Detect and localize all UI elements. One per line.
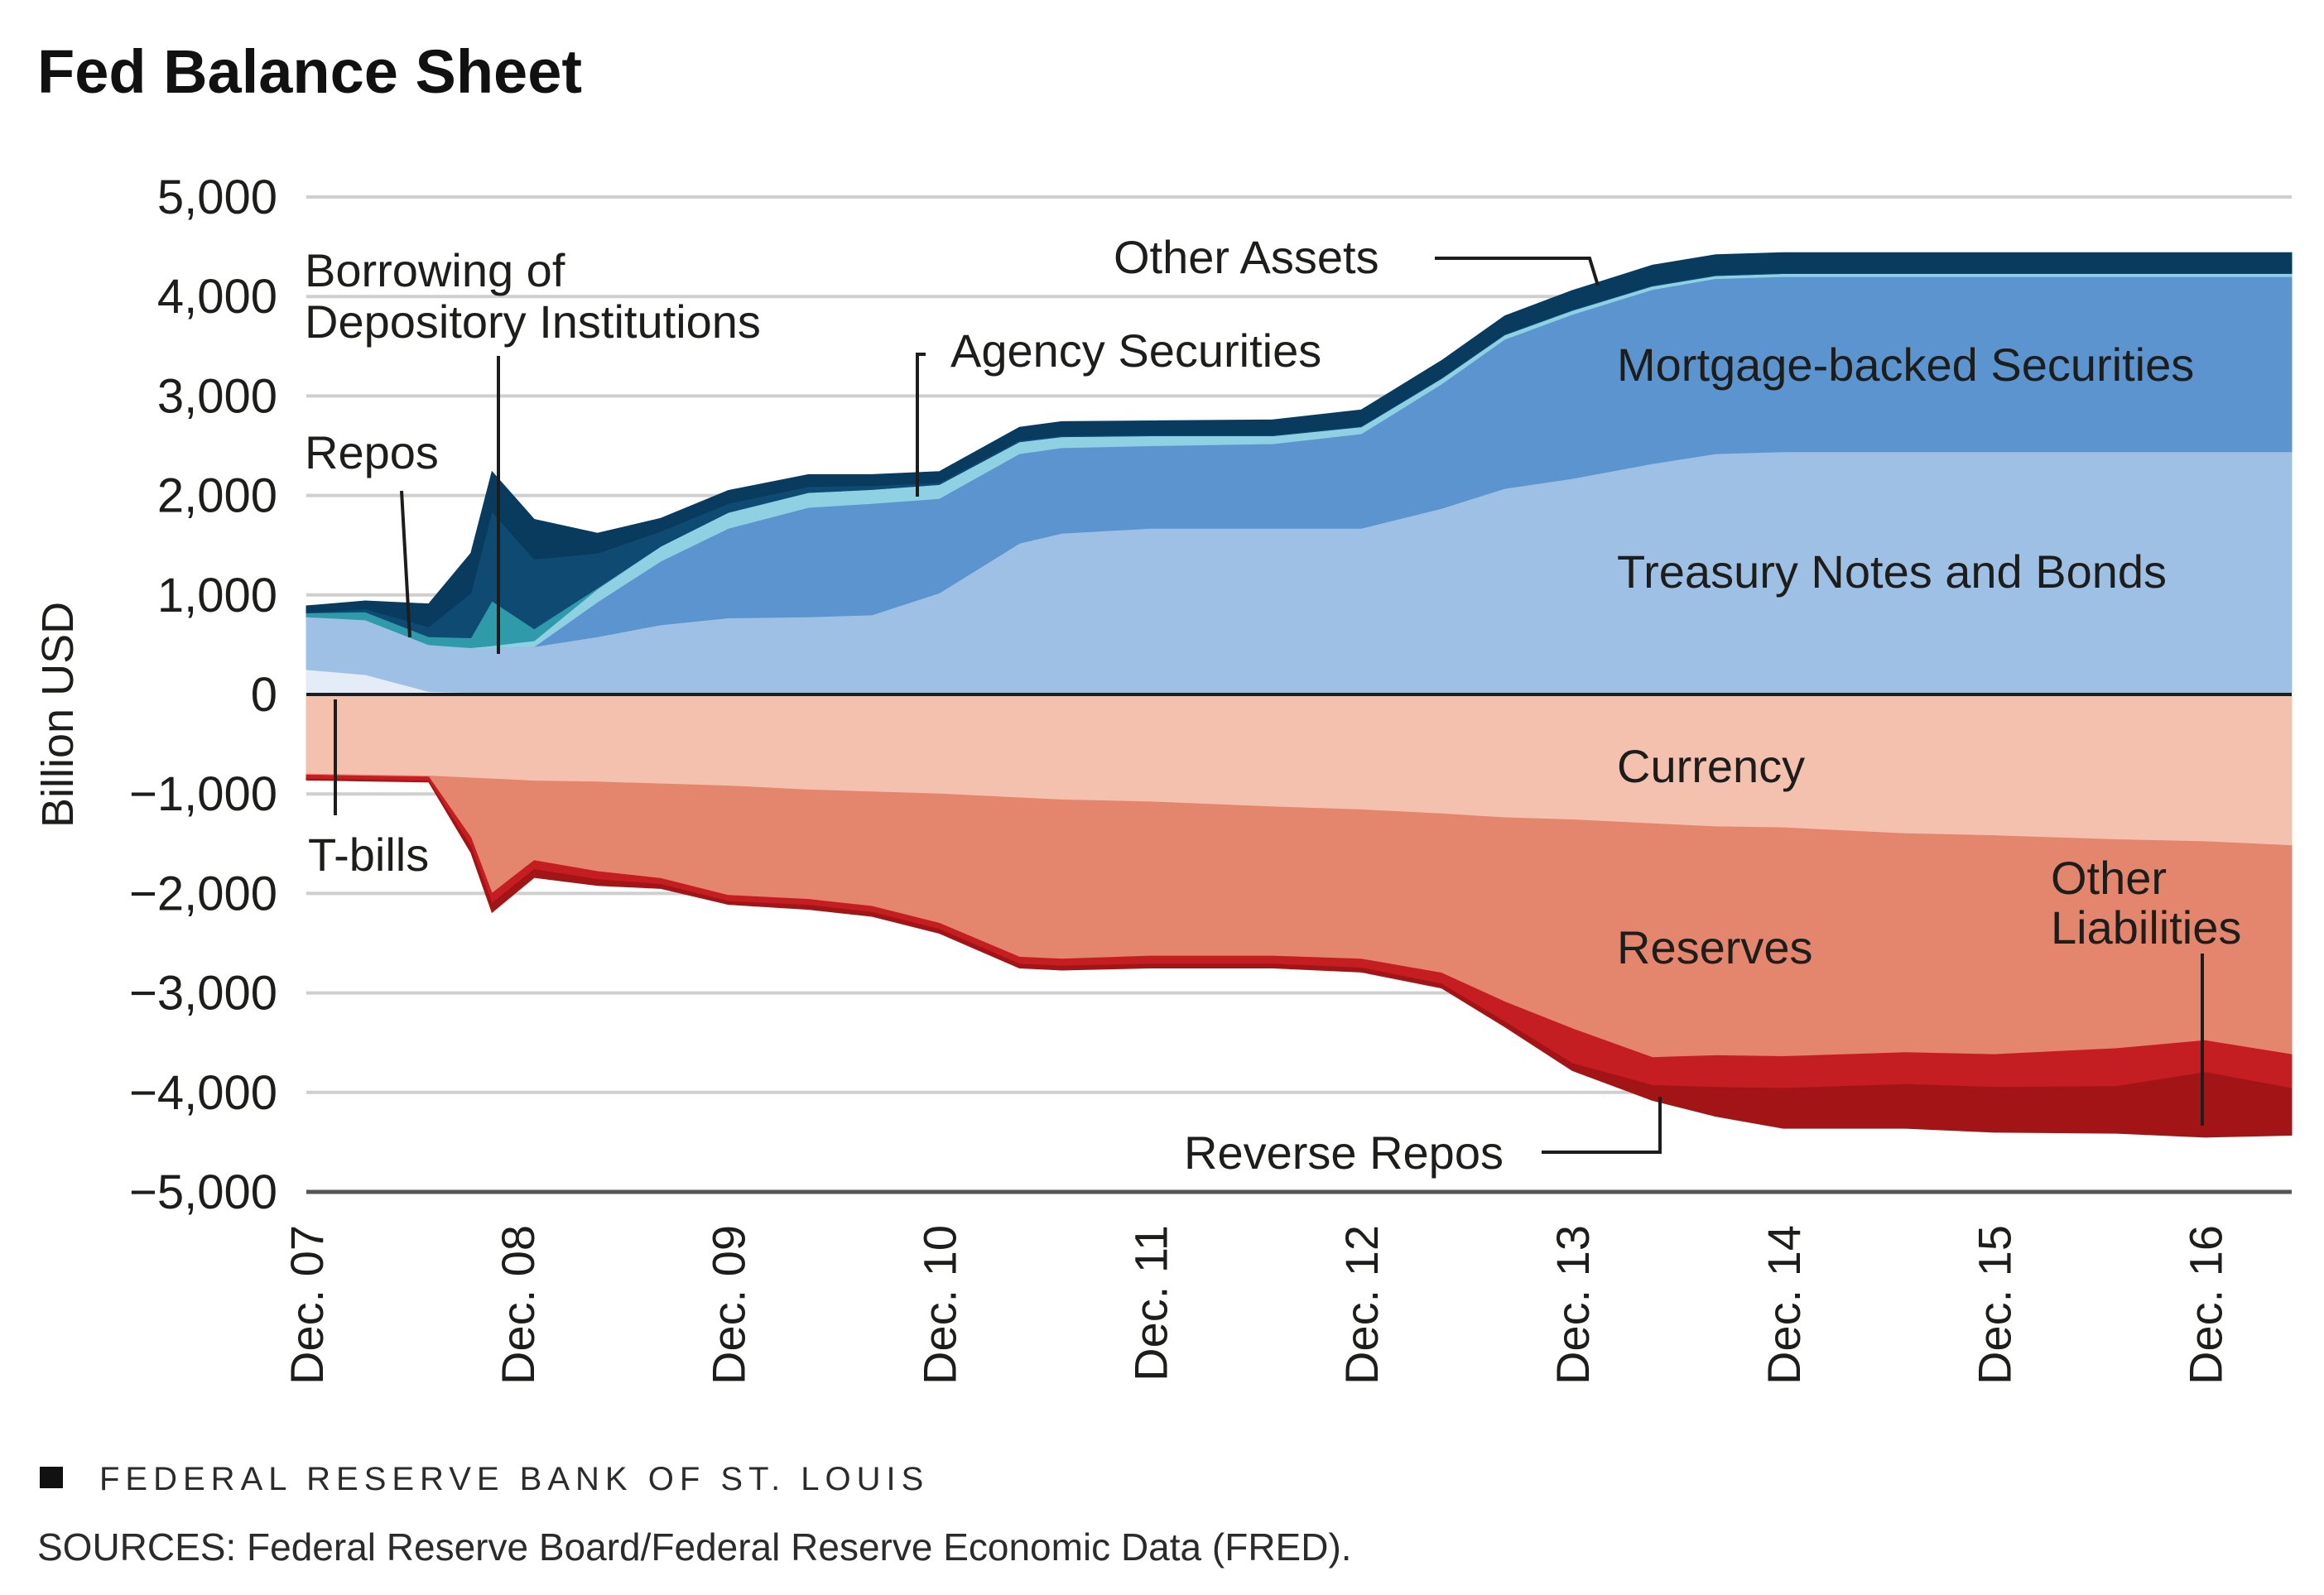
publisher-marker [40,1467,63,1488]
y-tick-label-10: −5,000 [129,1165,277,1219]
assets-areas [306,252,2293,695]
annotation-repos: Repos [305,426,439,478]
chart-title: Fed Balance Sheet [37,37,582,106]
y-axis-label: Billion USD [33,602,83,828]
x-tick-label-3: Dec. 10 [914,1225,966,1385]
leader-agency-securities [916,353,926,497]
y-tick-label-8: −3,000 [129,967,277,1021]
annotation-treasury-notes: Treasury Notes and Bonds [1617,545,2167,598]
asset-area-other-assets [306,252,2293,627]
x-tick-label-4: Dec. 11 [1124,1225,1176,1381]
y-tick-label-6: −1,000 [129,767,277,821]
y-tick-label-3: 2,000 [157,469,277,523]
publisher-label: FEDERAL RESERVE BANK OF ST. LOUIS [99,1461,929,1497]
annotation-reserves: Reserves [1617,921,1813,973]
sources-label: SOURCES: Federal Reserve Board/Federal R… [37,1525,1352,1569]
x-axis-ticks: Dec. 07 Dec. 08 Dec. 09 Dec. 10 Dec. 11 Dec. … [281,1225,2232,1385]
x-tick-label-7: Dec. 14 [1758,1225,1810,1385]
y-tick-label-1: 4,000 [157,270,277,324]
y-tick-label-2: 3,000 [157,369,277,423]
x-tick-label-9: Dec. 16 [2180,1225,2232,1385]
annotation-t-bills: T-bills [308,829,429,881]
annotation-agency-securities: Agency Securities [950,324,1321,377]
annotation-currency: Currency [1617,740,1805,792]
y-axis-ticks: 5,000 4,000 3,000 2,000 1,000 0 −1,000 −2,000 −3… [129,171,277,1219]
annotation-leaders [334,257,2204,1154]
y-tick-label-5: 0 [251,668,277,722]
annotation-borrowing-line2: Depository Institutions [305,295,761,348]
annotation-reverse-repos: Reverse Repos [1184,1127,1504,1179]
y-tick-label-0: 5,000 [157,171,277,224]
x-tick-label-6: Dec. 13 [1547,1225,1599,1385]
annotation-borrowing-line1: Borrowing of [305,244,565,296]
annotation-other-liabilities-line1: Other [2051,852,2167,904]
leader-other-assets [1435,257,1600,286]
y-tick-label-7: −2,000 [129,867,277,920]
x-tick-label-2: Dec. 09 [703,1225,755,1385]
y-tick-label-4: 1,000 [157,569,277,622]
annotation-other-assets: Other Assets [1114,231,1379,283]
x-tick-label-5: Dec. 12 [1335,1225,1388,1385]
annotation-other-liabilities-line2: Liabilities [2051,901,2241,954]
y-tick-label-9: −4,000 [129,1066,277,1120]
leader-reverse-repos [1542,1097,1662,1154]
x-tick-label-1: Dec. 08 [492,1225,544,1385]
liabilities-areas [306,694,2293,1138]
x-tick-label-0: Dec. 07 [281,1225,333,1385]
liability-area-other-liabilities [306,778,2293,1138]
leader-repos [400,490,411,638]
annotation-mbs: Mortgage-backed Securities [1617,339,2194,391]
x-tick-label-8: Dec. 15 [1969,1225,2021,1385]
